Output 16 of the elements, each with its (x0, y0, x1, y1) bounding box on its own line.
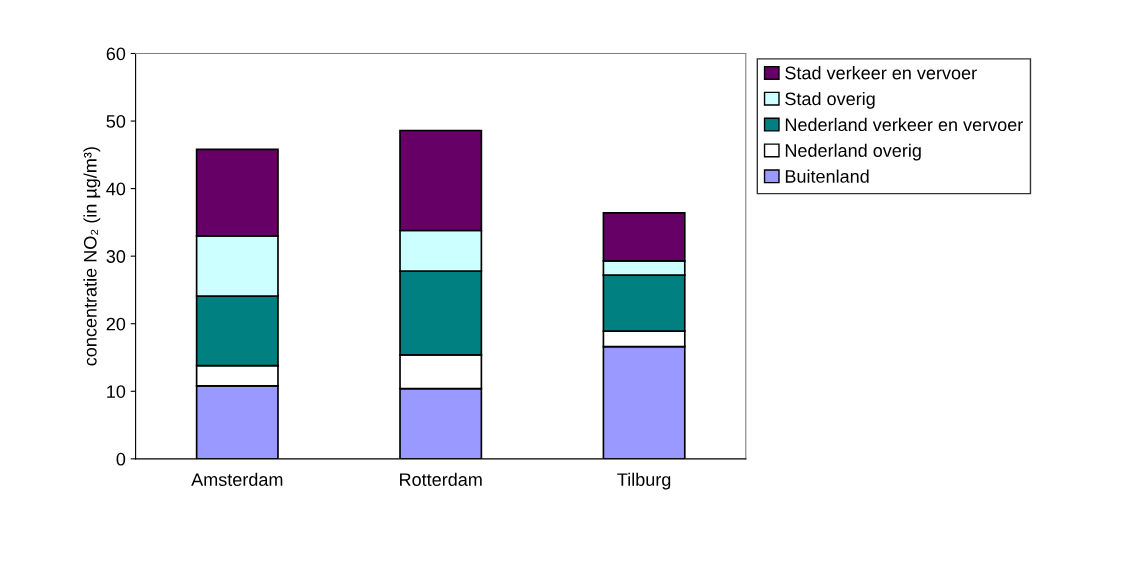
y-axis-title: concentratie NO₂ (in µg/m³) (83, 147, 101, 366)
legend-label: Stad verkeer en vervoer (785, 66, 977, 80)
legend-label: Buitenland (785, 169, 869, 183)
legend-label: Nederland verkeer en vervoer (785, 117, 1023, 132)
y-tick-label: 0 (116, 452, 126, 466)
x-tick-label: Amsterdam (191, 472, 283, 486)
y-tick-label: 30 (106, 250, 126, 263)
legend-label: Nederland overig (785, 143, 921, 161)
y-tick-label: 50 (106, 114, 126, 128)
y-tick-label: 10 (107, 385, 126, 399)
y-tick-label: 40 (106, 182, 126, 196)
y-tick-label: 60 (106, 47, 126, 61)
legend-label: Stad overig (785, 91, 875, 109)
x-tick-label: Rotterdam (400, 472, 482, 486)
y-tick-label: 20 (106, 317, 126, 331)
x-tick-label: Tilburg (617, 472, 671, 490)
